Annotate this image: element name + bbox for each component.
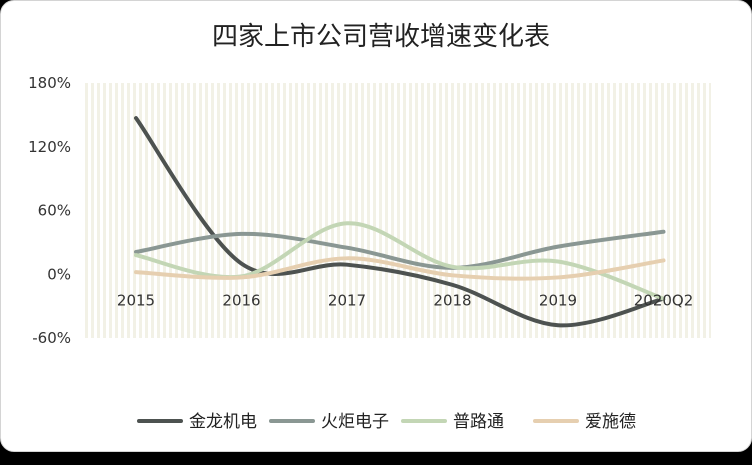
series-line-2 [134, 229, 666, 270]
line-chart: 四家上市公司营收增速变化表 -60% 0% 60% 120% 180% 2015 2016… [28, 22, 711, 432]
x-tick-label: 2016 [222, 291, 260, 309]
legend-label: 金龙机电 [189, 412, 257, 432]
y-tick-label: 0% [47, 265, 71, 283]
plot-area-background [85, 83, 711, 338]
x-tick-label: 2020Q2 [634, 291, 694, 309]
series-line-4 [134, 256, 666, 281]
y-axis-ticks: -60% 0% 60% 120% 180% [28, 74, 71, 347]
legend: 金龙机电 火炬电子 普路通 爱施德 [137, 412, 636, 432]
legend-label: 爱施德 [585, 412, 636, 432]
y-tick-label: 120% [28, 138, 71, 156]
legend-label: 火炬电子 [321, 412, 389, 432]
y-tick-label: 180% [28, 74, 71, 92]
legend-label: 普路通 [453, 412, 504, 432]
y-tick-label: 60% [38, 202, 71, 220]
x-axis-ticks: 2015 2016 2017 2018 2019 2020Q2 [117, 291, 693, 309]
x-tick-label: 2017 [328, 291, 366, 309]
x-tick-label: 2019 [539, 291, 577, 309]
x-tick-label: 2018 [433, 291, 471, 309]
series-line-1 [134, 116, 666, 328]
chart-title: 四家上市公司营收增速变化表 [212, 22, 550, 52]
x-tick-label: 2015 [117, 291, 155, 309]
y-tick-label: -60% [32, 329, 71, 347]
chart-frame: 四家上市公司营收增速变化表 -60% 0% 60% 120% 180% 2015 2016… [0, 0, 752, 452]
series-lines [134, 116, 666, 328]
